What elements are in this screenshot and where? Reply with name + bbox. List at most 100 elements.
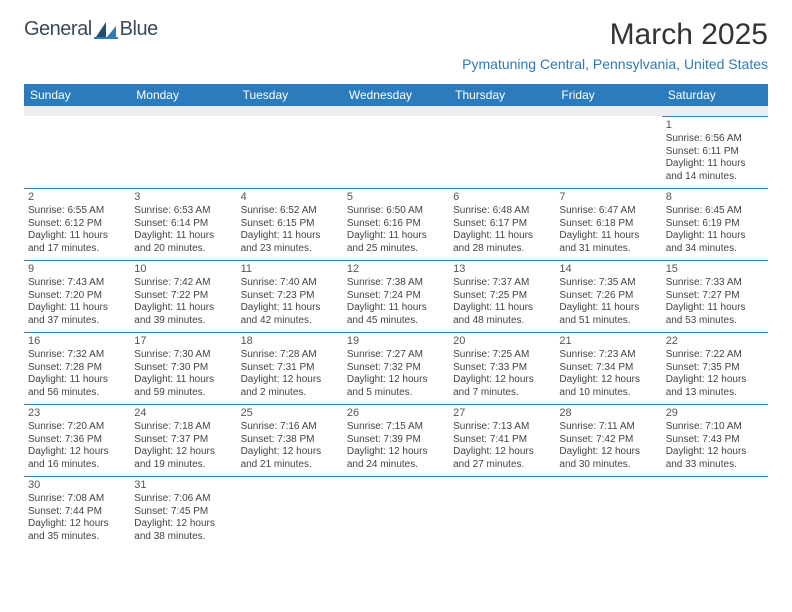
sunset-text: Sunset: 7:33 PM — [453, 362, 551, 375]
daylight1-text: Daylight: 11 hours — [347, 230, 445, 243]
sunset-text: Sunset: 7:45 PM — [134, 506, 232, 519]
day-header: Thursday — [449, 84, 555, 106]
day-number: 21 — [559, 335, 657, 349]
day-cell — [343, 116, 449, 188]
sunrise-text: Sunrise: 7:40 AM — [241, 277, 339, 290]
daylight1-text: Daylight: 11 hours — [666, 230, 764, 243]
day-cell: 14Sunrise: 7:35 AMSunset: 7:26 PMDayligh… — [555, 260, 661, 332]
daylight2-text: and 42 minutes. — [241, 315, 339, 328]
day-cell — [343, 476, 449, 548]
day-number: 19 — [347, 335, 445, 349]
daylight2-text: and 19 minutes. — [134, 459, 232, 472]
day-number: 2 — [28, 191, 126, 205]
day-cell: 19Sunrise: 7:27 AMSunset: 7:32 PMDayligh… — [343, 332, 449, 404]
sunset-text: Sunset: 7:27 PM — [666, 290, 764, 303]
daylight2-text: and 24 minutes. — [347, 459, 445, 472]
sunrise-text: Sunrise: 6:52 AM — [241, 205, 339, 218]
daylight2-text: and 38 minutes. — [134, 531, 232, 544]
sunrise-text: Sunrise: 7:30 AM — [134, 349, 232, 362]
daylight1-text: Daylight: 12 hours — [134, 518, 232, 531]
daylight2-text: and 28 minutes. — [453, 243, 551, 256]
daylight2-text: and 56 minutes. — [28, 387, 126, 400]
sunrise-text: Sunrise: 7:37 AM — [453, 277, 551, 290]
daylight1-text: Daylight: 11 hours — [134, 302, 232, 315]
day-cell: 15Sunrise: 7:33 AMSunset: 7:27 PMDayligh… — [662, 260, 768, 332]
daylight1-text: Daylight: 11 hours — [666, 158, 764, 171]
day-number: 11 — [241, 263, 339, 277]
sunrise-text: Sunrise: 7:42 AM — [134, 277, 232, 290]
sunset-text: Sunset: 7:39 PM — [347, 434, 445, 447]
week-row: 16Sunrise: 7:32 AMSunset: 7:28 PMDayligh… — [24, 332, 768, 404]
daylight1-text: Daylight: 12 hours — [28, 518, 126, 531]
header: General Blue March 2025 Pymatuning Centr… — [24, 18, 768, 80]
daylight2-text: and 13 minutes. — [666, 387, 764, 400]
day-header: Saturday — [662, 84, 768, 106]
daylight2-text: and 21 minutes. — [241, 459, 339, 472]
daylight1-text: Daylight: 11 hours — [559, 302, 657, 315]
day-cell — [24, 116, 130, 188]
day-cell — [237, 476, 343, 548]
day-number: 10 — [134, 263, 232, 277]
sunrise-text: Sunrise: 7:15 AM — [347, 421, 445, 434]
daylight1-text: Daylight: 12 hours — [134, 446, 232, 459]
day-cell: 27Sunrise: 7:13 AMSunset: 7:41 PMDayligh… — [449, 404, 555, 476]
day-number: 7 — [559, 191, 657, 205]
day-header: Monday — [130, 84, 236, 106]
sunrise-text: Sunrise: 7:13 AM — [453, 421, 551, 434]
day-cell: 11Sunrise: 7:40 AMSunset: 7:23 PMDayligh… — [237, 260, 343, 332]
daylight1-text: Daylight: 12 hours — [453, 374, 551, 387]
sunrise-text: Sunrise: 6:55 AM — [28, 205, 126, 218]
daylight2-text: and 33 minutes. — [666, 459, 764, 472]
sunset-text: Sunset: 7:34 PM — [559, 362, 657, 375]
day-cell: 13Sunrise: 7:37 AMSunset: 7:25 PMDayligh… — [449, 260, 555, 332]
daylight2-text: and 20 minutes. — [134, 243, 232, 256]
daylight2-text: and 48 minutes. — [453, 315, 551, 328]
day-cell — [449, 116, 555, 188]
week-row: 23Sunrise: 7:20 AMSunset: 7:36 PMDayligh… — [24, 404, 768, 476]
day-number: 6 — [453, 191, 551, 205]
daylight1-text: Daylight: 11 hours — [241, 302, 339, 315]
day-number: 13 — [453, 263, 551, 277]
daylight2-text: and 27 minutes. — [453, 459, 551, 472]
daylight1-text: Daylight: 11 hours — [28, 302, 126, 315]
daylight1-text: Daylight: 11 hours — [666, 302, 764, 315]
day-header-row: Sunday Monday Tuesday Wednesday Thursday… — [24, 84, 768, 106]
day-number: 27 — [453, 407, 551, 421]
sunset-text: Sunset: 6:18 PM — [559, 218, 657, 231]
day-number: 4 — [241, 191, 339, 205]
sunrise-text: Sunrise: 6:56 AM — [666, 133, 764, 146]
brand-logo: General Blue — [24, 18, 158, 41]
day-cell: 24Sunrise: 7:18 AMSunset: 7:37 PMDayligh… — [130, 404, 236, 476]
day-cell: 9Sunrise: 7:43 AMSunset: 7:20 PMDaylight… — [24, 260, 130, 332]
day-cell — [662, 476, 768, 548]
daylight1-text: Daylight: 11 hours — [453, 230, 551, 243]
day-cell: 3Sunrise: 6:53 AMSunset: 6:14 PMDaylight… — [130, 188, 236, 260]
week-row: 2Sunrise: 6:55 AMSunset: 6:12 PMDaylight… — [24, 188, 768, 260]
sunrise-text: Sunrise: 7:08 AM — [28, 493, 126, 506]
day-cell — [555, 476, 661, 548]
sunrise-text: Sunrise: 7:16 AM — [241, 421, 339, 434]
day-cell: 18Sunrise: 7:28 AMSunset: 7:31 PMDayligh… — [237, 332, 343, 404]
daylight2-text: and 5 minutes. — [347, 387, 445, 400]
sunset-text: Sunset: 7:37 PM — [134, 434, 232, 447]
daylight1-text: Daylight: 12 hours — [453, 446, 551, 459]
sunrise-text: Sunrise: 7:33 AM — [666, 277, 764, 290]
sunset-text: Sunset: 7:43 PM — [666, 434, 764, 447]
day-number: 22 — [666, 335, 764, 349]
day-cell: 16Sunrise: 7:32 AMSunset: 7:28 PMDayligh… — [24, 332, 130, 404]
daylight2-text: and 51 minutes. — [559, 315, 657, 328]
day-cell — [237, 116, 343, 188]
daylight2-text: and 37 minutes. — [28, 315, 126, 328]
sunset-text: Sunset: 6:17 PM — [453, 218, 551, 231]
daylight1-text: Daylight: 12 hours — [347, 446, 445, 459]
day-cell: 22Sunrise: 7:22 AMSunset: 7:35 PMDayligh… — [662, 332, 768, 404]
day-number: 3 — [134, 191, 232, 205]
daylight1-text: Daylight: 12 hours — [347, 374, 445, 387]
week-row: 9Sunrise: 7:43 AMSunset: 7:20 PMDaylight… — [24, 260, 768, 332]
day-number: 18 — [241, 335, 339, 349]
day-cell: 21Sunrise: 7:23 AMSunset: 7:34 PMDayligh… — [555, 332, 661, 404]
sunrise-text: Sunrise: 7:11 AM — [559, 421, 657, 434]
daylight2-text: and 16 minutes. — [28, 459, 126, 472]
daylight1-text: Daylight: 11 hours — [28, 374, 126, 387]
daylight2-text: and 10 minutes. — [559, 387, 657, 400]
